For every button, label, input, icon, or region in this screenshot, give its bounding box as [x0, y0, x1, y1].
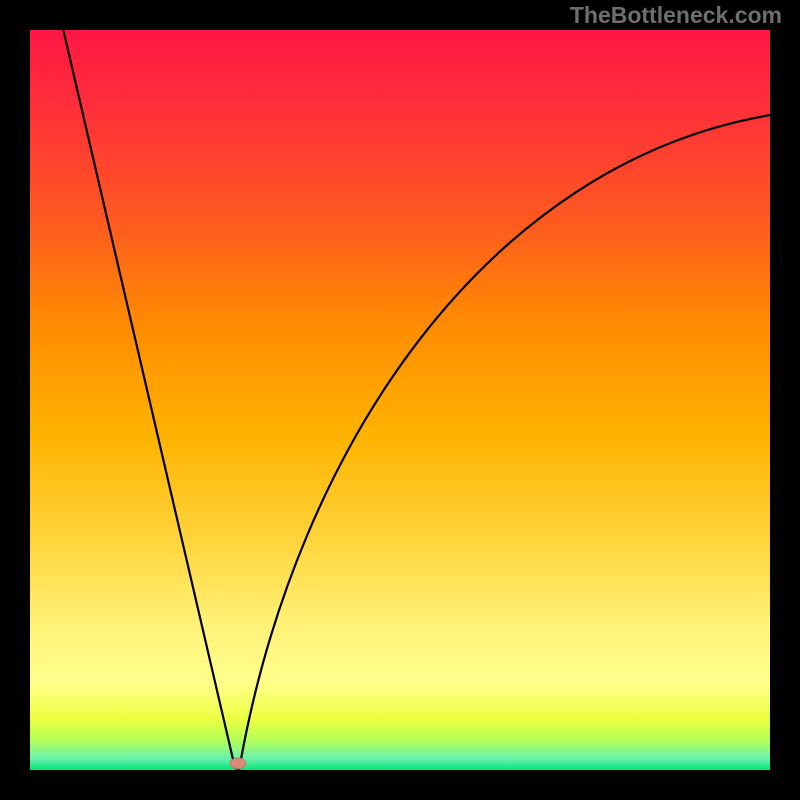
bottleneck-chart — [0, 0, 800, 800]
watermark-text: TheBottleneck.com — [570, 2, 782, 29]
optimal-point-marker — [230, 758, 246, 769]
plot-background — [30, 30, 770, 770]
